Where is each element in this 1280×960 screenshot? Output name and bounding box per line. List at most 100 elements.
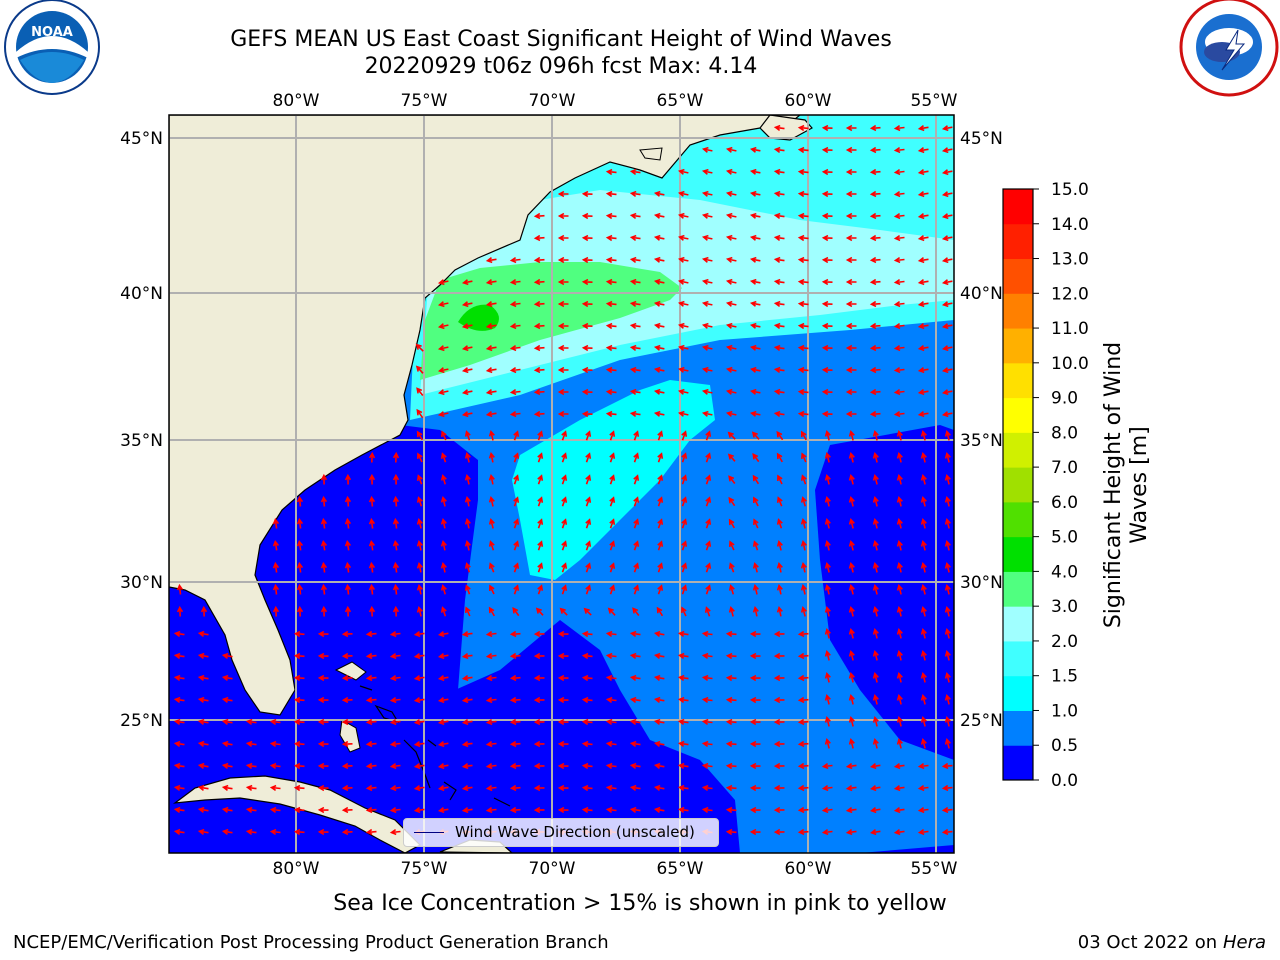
- direction-arrow: [944, 517, 951, 529]
- direction-arrow: [197, 762, 209, 770]
- direction-arrow: [344, 495, 352, 507]
- direction-arrow: [677, 168, 689, 175]
- longitude-labels-top: 80°W 75°W 70°W 65°W 60°W 55°W: [273, 91, 958, 111]
- direction-arrow: [365, 828, 377, 836]
- direction-arrow: [317, 696, 329, 704]
- direction-arrow: [917, 278, 929, 286]
- direction-arrow: [365, 696, 377, 704]
- direction-arrow: [629, 784, 641, 792]
- direction-arrow: [585, 584, 592, 595]
- direction-arrow: [896, 429, 903, 441]
- direction-arrow: [605, 300, 617, 308]
- direction-arrow: [537, 518, 544, 529]
- direction-arrow: [869, 410, 881, 418]
- direction-arrow: [917, 322, 929, 330]
- direction-arrow: [368, 495, 376, 507]
- direction-arrow: [581, 234, 593, 242]
- lat-label: 40°N: [120, 284, 163, 304]
- direction-arrow: [677, 190, 689, 197]
- direction-arrow: [941, 345, 953, 352]
- direction-arrow: [653, 718, 665, 726]
- direction-arrow: [773, 410, 785, 418]
- direction-arrow: [629, 674, 641, 682]
- direction-arrow: [701, 718, 713, 726]
- direction-arrow: [461, 674, 473, 682]
- direction-arrow: [893, 410, 905, 418]
- direction-arrow: [701, 146, 713, 153]
- colorbar-block: [1003, 328, 1033, 364]
- direction-arrow: [609, 584, 616, 595]
- direction-arrow: [509, 696, 521, 704]
- direction-arrow: [317, 762, 329, 770]
- direction-arrow: [557, 212, 569, 220]
- direction-arrow: [653, 190, 665, 197]
- direction-arrow: [440, 584, 447, 595]
- direction-arrow: [437, 301, 449, 308]
- direction-arrow: [605, 674, 617, 682]
- direction-arrow: [872, 495, 879, 507]
- direction-arrow: [773, 190, 785, 198]
- direction-arrow: [581, 410, 593, 418]
- direction-arrow: [797, 322, 809, 330]
- direction-arrow: [392, 605, 400, 617]
- direction-arrow: [773, 828, 785, 836]
- direction-arrow: [944, 429, 951, 441]
- direction-arrow: [583, 607, 592, 616]
- lon-label: 80°W: [273, 859, 320, 879]
- direction-arrow: [365, 674, 377, 682]
- direction-arrow: [173, 740, 185, 748]
- direction-arrow: [413, 762, 425, 770]
- direction-arrow: [797, 234, 809, 242]
- lon-label: 70°W: [529, 859, 576, 879]
- direction-arrow: [920, 539, 927, 551]
- direction-arrow: [461, 696, 473, 704]
- direction-arrow: [365, 630, 377, 638]
- direction-arrow: [701, 344, 713, 351]
- direction-arrow: [509, 278, 521, 286]
- direction-arrow: [725, 300, 737, 307]
- direction-arrow: [896, 693, 903, 705]
- direction-arrow: [701, 674, 713, 682]
- direction-arrow: [533, 300, 545, 308]
- direction-arrow: [776, 452, 783, 463]
- direction-arrow: [797, 124, 809, 132]
- wind-wave-direction-arrows: [173, 124, 953, 836]
- colorbar-block: [1003, 606, 1033, 642]
- direction-arrow: [173, 652, 185, 660]
- direction-arrow: [605, 256, 617, 264]
- latitude-labels-left: 45°N 40°N 35°N 30°N 25°N: [120, 129, 163, 731]
- direction-arrow: [920, 429, 927, 441]
- direction-arrow: [605, 278, 617, 286]
- direction-arrow: [941, 213, 953, 220]
- direction-arrow: [725, 828, 737, 836]
- direction-arrow: [605, 212, 617, 220]
- direction-arrow: [728, 562, 735, 573]
- direction-arrow: [557, 740, 569, 748]
- direction-arrow: [461, 301, 473, 308]
- direction-arrow: [749, 740, 761, 748]
- direction-arrow: [605, 784, 617, 792]
- direction-arrow: [681, 474, 688, 485]
- direction-arrow: [653, 256, 665, 263]
- direction-arrow: [629, 234, 641, 242]
- direction-arrow: [920, 473, 927, 485]
- direction-arrow: [821, 344, 833, 352]
- direction-arrow: [488, 495, 495, 507]
- direction-arrow: [941, 828, 953, 836]
- direction-arrow: [437, 652, 449, 660]
- direction-arrow: [776, 605, 783, 617]
- direction-arrow: [368, 517, 376, 529]
- direction-arrow: [872, 671, 879, 683]
- direction-arrow: [725, 234, 737, 241]
- direction-arrow: [561, 540, 568, 551]
- direction-arrow: [461, 389, 473, 396]
- direction-arrow: [917, 300, 929, 308]
- lon-label: 65°W: [657, 91, 704, 111]
- direction-arrow: [705, 452, 712, 463]
- lon-label: 75°W: [401, 859, 448, 879]
- direction-arrow: [824, 737, 831, 749]
- direction-arrow: [869, 344, 881, 352]
- direction-arrow: [392, 451, 400, 463]
- colorbar-tick-label: 15.0: [1051, 180, 1089, 200]
- direction-arrow: [581, 762, 593, 770]
